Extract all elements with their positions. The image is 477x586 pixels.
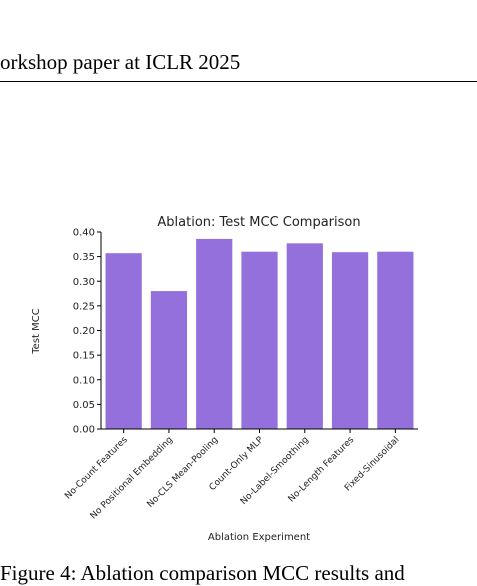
y-tick-label: 0.30 bbox=[73, 277, 95, 288]
y-tick-label: 0.15 bbox=[73, 351, 95, 362]
bar-5 bbox=[286, 243, 323, 429]
bar-chart: Ablation: Test MCC Comparison Test MCC A… bbox=[31, 215, 418, 543]
x-axis-label: Ablation Experiment bbox=[208, 532, 310, 543]
bar-7 bbox=[377, 251, 414, 429]
plot-area: 0.000.050.100.150.200.250.300.350.40No-C… bbox=[63, 228, 418, 521]
y-tick-label: 0.20 bbox=[73, 326, 95, 337]
bar-2 bbox=[150, 291, 188, 429]
y-axis-label: Test MCC bbox=[31, 308, 42, 354]
chart-title: Ablation: Test MCC Comparison bbox=[157, 215, 360, 230]
bar-3 bbox=[196, 238, 233, 429]
y-tick-label: 0.10 bbox=[73, 375, 95, 386]
bar-1 bbox=[105, 253, 142, 429]
y-tick-label: 0.00 bbox=[73, 425, 95, 436]
x-tick-label: No Positional Embedding bbox=[89, 435, 175, 521]
bar-6 bbox=[331, 252, 369, 429]
y-tick-label: 0.25 bbox=[73, 301, 95, 312]
header-rule bbox=[0, 81, 477, 82]
y-tick-label: 0.35 bbox=[73, 252, 95, 263]
header-text: orkshop paper at ICLR 2025 bbox=[0, 50, 241, 74]
bar-4 bbox=[241, 251, 278, 429]
y-tick-label: 0.40 bbox=[73, 228, 95, 239]
y-tick-label: 0.05 bbox=[73, 400, 95, 411]
caption-text: Figure 4: Ablation comparison MCC result… bbox=[0, 561, 405, 585]
